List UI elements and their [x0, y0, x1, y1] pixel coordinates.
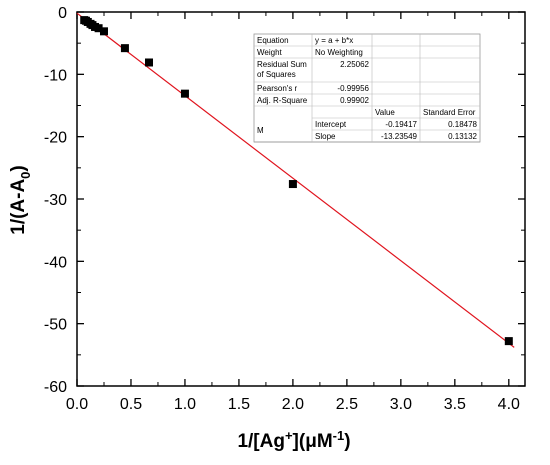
- fit-table-param-error: 0.13132: [448, 132, 477, 141]
- y-tick-label: -10: [44, 67, 67, 84]
- data-point: [288, 180, 297, 189]
- fit-table-param-error: 0.18478: [448, 120, 477, 129]
- fit-table-background: [253, 33, 481, 143]
- fit-table-value: No Weighting: [315, 48, 363, 57]
- y-tick-label: 0: [58, 5, 67, 22]
- data-point: [145, 58, 154, 67]
- fit-table-group-label: M: [257, 126, 264, 135]
- x-axis-title: 1/[Ag+](μM-1): [237, 428, 350, 452]
- data-point: [180, 89, 189, 98]
- data-point: [99, 27, 108, 36]
- x-tick-label: 3.0: [390, 396, 412, 413]
- fit-table-value: 0.99902: [340, 96, 369, 105]
- fit-table-param-name: Intercept: [315, 120, 347, 129]
- y-axis-title: 1/(A-A0): [8, 165, 33, 235]
- fit-table-value: 2.25062: [340, 60, 369, 69]
- fit-table-param-value: -13.23549: [381, 132, 418, 141]
- fit-table-header: Standard Error: [423, 108, 476, 117]
- x-tick-label: 3.5: [444, 396, 466, 413]
- x-tick-label: 1.5: [228, 396, 250, 413]
- fit-table-label: Residual Sum of Squares: [257, 60, 307, 79]
- x-tick-label: 2.0: [282, 396, 304, 413]
- x-tick-label: 4.0: [498, 396, 520, 413]
- y-tick-label: -60: [44, 379, 67, 396]
- fit-table-param-value: -0.19417: [385, 120, 417, 129]
- fit-table-label: Pearson's r: [257, 84, 298, 93]
- fit-table-value: -0.99956: [337, 84, 369, 93]
- y-tick-label: -40: [44, 254, 67, 271]
- data-point: [94, 24, 103, 33]
- data-point: [504, 337, 513, 346]
- x-tick-label: 0.0: [66, 396, 88, 413]
- fit-table-value: y = a + b*x: [315, 36, 353, 45]
- y-tick-label: -30: [44, 192, 67, 209]
- data-point: [120, 44, 129, 53]
- fit-table-label: Adj. R-Square: [257, 96, 308, 105]
- data-points: [80, 16, 513, 346]
- fit-table-param-name: Slope: [315, 132, 336, 141]
- y-tick-label: -50: [44, 317, 67, 334]
- y-tick-label: -20: [44, 130, 67, 147]
- fit-table-header: Value: [375, 108, 395, 117]
- x-tick-label: 1.0: [174, 396, 196, 413]
- fit-table-label: Equation: [257, 36, 289, 45]
- fit-results-table: Equation y = a + b*x Weight No Weighting Res…: [253, 33, 481, 143]
- fit-table-label: Weight: [257, 48, 283, 57]
- axis-ticks: 0.0 0.5 1.0 1.5 2.0 2.5 3.0 3.5 4.0 0 -10 -20 -30 -40…: [44, 5, 525, 413]
- x-tick-label: 0.5: [120, 396, 142, 413]
- x-tick-label: 2.5: [336, 396, 358, 413]
